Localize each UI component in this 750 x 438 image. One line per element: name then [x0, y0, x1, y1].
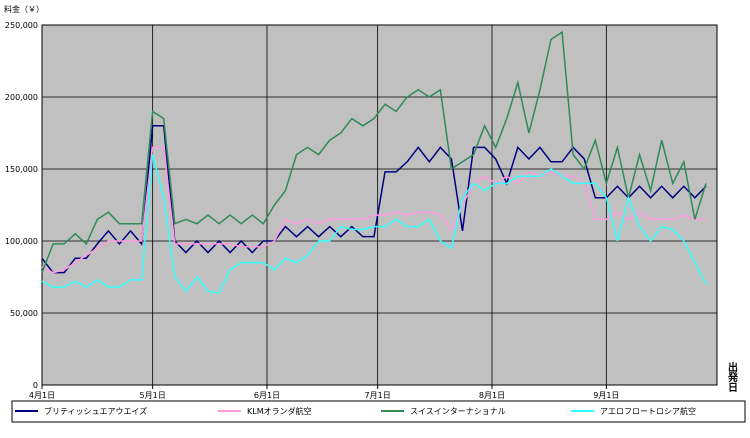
y-tick-label: 200,000: [5, 93, 38, 102]
series-line: [41, 30, 707, 273]
x-axis-title: 出発日: [726, 361, 739, 393]
y-axis-title: 料金（￥）: [4, 4, 44, 14]
y-tick-label: 250,000: [5, 21, 38, 30]
x-tick-label: 4月1日: [29, 391, 55, 400]
legend-label: ブリティッシュエアウエイズ: [44, 406, 147, 416]
x-tick-label: 5月1日: [140, 391, 166, 400]
legend-label: アエロフロートロシア航空: [600, 406, 696, 416]
x-tick-label: 8月1日: [479, 391, 505, 400]
x-tick-label: 6月1日: [254, 391, 280, 400]
y-tick-label: 50,000: [10, 309, 38, 318]
series-line: [41, 125, 707, 274]
x-tick-label: 9月1日: [593, 391, 619, 400]
legend-label: スイスインターナショナル: [410, 407, 506, 416]
y-tick-label: 150,000: [5, 165, 38, 174]
y-tick-label: 100,000: [5, 237, 38, 246]
x-tick-label: 7月1日: [365, 391, 391, 400]
y-tick-label: 0: [33, 381, 38, 390]
series-line: [41, 154, 707, 294]
series-line: [41, 146, 706, 274]
legend-label: KLMオランダ航空: [247, 406, 312, 416]
legend-box: [11, 400, 746, 423]
